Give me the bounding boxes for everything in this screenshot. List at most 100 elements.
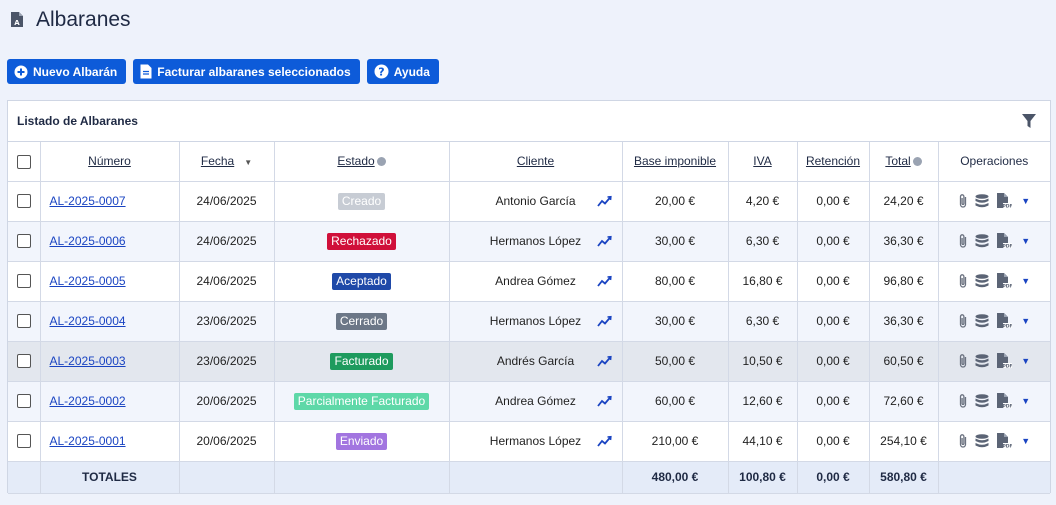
client-name: Andrea Gómez — [495, 274, 576, 288]
trend-up-icon[interactable] — [596, 435, 612, 447]
albaran-number-link[interactable]: AL-2025-0002 — [49, 394, 126, 408]
date-cell: 23/06/2025 — [179, 301, 275, 342]
col-fecha[interactable]: Fecha ▼ — [179, 142, 275, 182]
col-total[interactable]: Total — [869, 142, 939, 182]
client-name: Andrea Gómez — [495, 394, 576, 408]
caret-down-icon[interactable]: ▼ — [1021, 356, 1031, 366]
row-checkbox[interactable] — [16, 234, 31, 249]
table-row[interactable]: AL-2025-0004 23/06/2025 Cerrado Hermanos Ló… — [8, 301, 1051, 342]
iva-cell: 4,20 € — [728, 181, 798, 222]
help-button[interactable]: ? Ayuda — [366, 59, 439, 84]
albaran-number-link[interactable]: AL-2025-0004 — [49, 314, 126, 328]
row-checkbox[interactable] — [16, 354, 31, 369]
svg-text:PDF: PDF — [1003, 243, 1013, 249]
status-badge: Creado — [337, 192, 386, 210]
select-all-checkbox[interactable] — [16, 154, 31, 169]
filter-icon[interactable] — [1022, 114, 1036, 128]
operations: PDF ▼ — [939, 313, 1051, 329]
pdf-icon[interactable]: PDF — [996, 353, 1013, 369]
table-row[interactable]: AL-2025-0006 24/06/2025 Rechazado Hermanos … — [8, 221, 1051, 262]
table-row[interactable]: AL-2025-0003 23/06/2025 Facturado Andrés Ga… — [8, 341, 1050, 382]
date-cell: 23/06/2025 — [179, 341, 275, 382]
invoice-selected-button[interactable]: Facturar albaranes seleccionados — [133, 59, 360, 84]
caret-down-icon[interactable]: ▼ — [1021, 436, 1031, 446]
paperclip-icon[interactable] — [958, 353, 968, 369]
paperclip-icon[interactable] — [958, 313, 968, 329]
paperclip-icon[interactable] — [958, 193, 968, 209]
pdf-icon[interactable]: PDF — [996, 273, 1013, 289]
paperclip-icon[interactable] — [958, 433, 968, 449]
caret-down-icon[interactable]: ▼ — [1021, 276, 1031, 286]
new-albaran-button[interactable]: Nuevo Albarán — [7, 59, 127, 84]
col-cliente[interactable]: Cliente — [449, 142, 623, 182]
col-retencion[interactable]: Retención — [797, 142, 870, 182]
paperclip-icon[interactable] — [958, 393, 968, 409]
database-icon[interactable] — [975, 273, 989, 289]
trend-up-icon[interactable] — [596, 355, 612, 367]
row-checkbox[interactable] — [16, 314, 31, 329]
retencion-cell: 0,00 € — [797, 261, 870, 302]
paperclip-icon[interactable] — [958, 233, 968, 249]
pdf-icon[interactable]: PDF — [996, 313, 1013, 329]
total-cell: 254,10 € — [869, 421, 939, 462]
database-icon[interactable] — [975, 233, 989, 249]
paperclip-icon[interactable] — [958, 273, 968, 289]
col-iva[interactable]: IVA — [728, 142, 798, 182]
retencion-cell: 0,00 € — [797, 181, 870, 222]
total-cell: 72,60 € — [869, 381, 939, 422]
new-albaran-label: Nuevo Albarán — [33, 64, 118, 79]
operations: PDF ▼ — [939, 193, 1051, 209]
col-base[interactable]: Base imponible — [622, 142, 729, 182]
row-checkbox[interactable] — [16, 194, 31, 209]
caret-down-icon[interactable]: ▼ — [1021, 396, 1031, 406]
base-cell: 60,00 € — [622, 381, 729, 422]
date-cell: 24/06/2025 — [179, 221, 275, 262]
trend-up-icon[interactable] — [596, 395, 612, 407]
operations: PDF ▼ — [939, 233, 1051, 249]
database-icon[interactable] — [975, 313, 989, 329]
database-icon[interactable] — [975, 353, 989, 369]
trend-up-icon[interactable] — [596, 275, 612, 287]
row-checkbox[interactable] — [16, 394, 31, 409]
total-iva: 100,80 € — [728, 461, 798, 494]
retencion-cell: 0,00 € — [797, 341, 870, 382]
document-a-icon: A — [11, 12, 23, 27]
total-retencion: 0,00 € — [797, 461, 870, 494]
pdf-icon[interactable]: PDF — [996, 193, 1013, 209]
pdf-icon[interactable]: PDF — [996, 393, 1013, 409]
table-row[interactable]: AL-2025-0005 24/06/2025 Aceptado Andrea Góm… — [8, 261, 1050, 302]
albaran-number-link[interactable]: AL-2025-0007 — [49, 194, 126, 208]
col-estado[interactable]: Estado — [274, 142, 450, 182]
pdf-icon[interactable]: PDF — [996, 233, 1013, 249]
albaran-number-link[interactable]: AL-2025-0003 — [49, 354, 126, 368]
plus-circle-icon — [14, 65, 28, 78]
info-icon — [376, 156, 386, 166]
row-checkbox[interactable] — [16, 434, 31, 449]
row-checkbox[interactable] — [16, 274, 31, 289]
total-cell: 36,30 € — [869, 301, 939, 342]
albaran-number-link[interactable]: AL-2025-0006 — [49, 234, 126, 248]
trend-up-icon[interactable] — [596, 235, 612, 247]
database-icon[interactable] — [975, 393, 989, 409]
total-total: 580,80 € — [869, 461, 939, 494]
invoice-selected-label: Facturar albaranes seleccionados — [157, 64, 351, 79]
caret-down-icon[interactable]: ▼ — [1021, 196, 1031, 206]
caret-down-icon[interactable]: ▼ — [1021, 236, 1031, 246]
caret-down-icon[interactable]: ▼ — [1021, 316, 1031, 326]
svg-text:A: A — [14, 19, 20, 27]
table-row[interactable]: AL-2025-0007 24/06/2025 Creado Antonio Garc… — [8, 181, 1051, 222]
total-cell: 96,80 € — [869, 261, 939, 302]
svg-text:PDF: PDF — [1003, 203, 1013, 209]
database-icon[interactable] — [975, 193, 989, 209]
database-icon[interactable] — [975, 433, 989, 449]
date-cell: 24/06/2025 — [179, 181, 275, 222]
select-all-cell — [8, 142, 41, 182]
pdf-icon[interactable]: PDF — [996, 433, 1013, 449]
col-numero[interactable]: Número — [40, 142, 180, 182]
albaran-number-link[interactable]: AL-2025-0001 — [49, 434, 126, 448]
trend-up-icon[interactable] — [596, 195, 612, 207]
albaran-number-link[interactable]: AL-2025-0005 — [49, 274, 126, 288]
table-row[interactable]: AL-2025-0002 20/06/2025 Parcialmente Factu… — [8, 381, 1050, 422]
trend-up-icon[interactable] — [596, 315, 612, 327]
table-row[interactable]: AL-2025-0001 20/06/2025 Enviado Hermanos Ló… — [8, 421, 1050, 462]
